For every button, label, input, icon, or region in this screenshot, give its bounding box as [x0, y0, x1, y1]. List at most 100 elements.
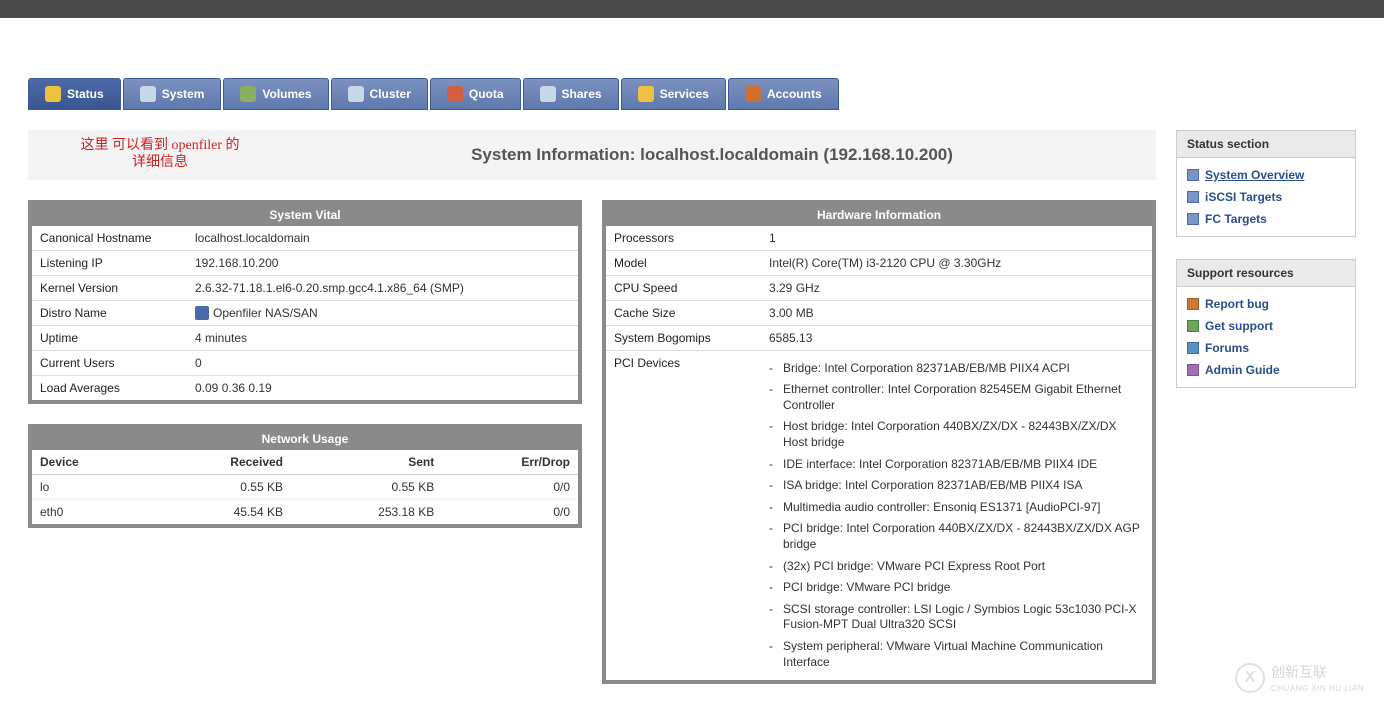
- pci-item: System peripheral: VMware Virtual Machin…: [769, 636, 1144, 673]
- col-header: Device: [32, 450, 147, 475]
- sidebar-link[interactable]: Get support: [1205, 319, 1273, 333]
- tab-cluster[interactable]: Cluster: [331, 78, 428, 110]
- pci-item: Multimedia audio controller: Ensoniq ES1…: [769, 497, 1144, 519]
- cell: 0.55 KB: [291, 475, 442, 500]
- kv-key: CPU Speed: [606, 275, 761, 300]
- watermark-brand: 创新互联: [1271, 662, 1364, 682]
- tab-label: System: [162, 87, 205, 101]
- table-row: Processors1: [606, 226, 1152, 251]
- nav-tabs: Status System Volumes Cluster Quota Shares Ser…: [28, 78, 1356, 110]
- kv-value: 3.00 MB: [761, 300, 1152, 325]
- system-icon: [140, 86, 156, 102]
- tab-quota[interactable]: Quota: [430, 78, 521, 110]
- annotation-line1: 这里 可以看到 openfiler 的: [40, 138, 280, 155]
- kv-value: 3.29 GHz: [761, 275, 1152, 300]
- bullet-icon: [1187, 320, 1199, 332]
- tab-services[interactable]: Services: [621, 78, 726, 110]
- tab-system[interactable]: System: [123, 78, 222, 110]
- sidebar-link[interactable]: FC Targets: [1205, 212, 1267, 226]
- kv-key: Listening IP: [32, 250, 187, 275]
- kv-value: 1: [761, 226, 1152, 251]
- kv-key: System Bogomips: [606, 325, 761, 350]
- table-row: Kernel Version2.6.32-71.18.1.el6-0.20.sm…: [32, 275, 578, 300]
- sidebar-link[interactable]: System Overview: [1205, 168, 1304, 182]
- page-title: System Information: localhost.localdomai…: [280, 145, 1144, 165]
- tab-label: Quota: [469, 87, 504, 101]
- distro-icon: [195, 306, 209, 320]
- hardware-info-panel: Hardware Information Processors1ModelInt…: [602, 200, 1156, 685]
- support-resources-box: Support resources Report bug Get support F…: [1176, 259, 1356, 388]
- table-row: Cache Size3.00 MB: [606, 300, 1152, 325]
- tab-status[interactable]: Status: [28, 78, 121, 110]
- pci-item: ISA bridge: Intel Corporation 82371AB/EB…: [769, 475, 1144, 497]
- tab-shares[interactable]: Shares: [523, 78, 619, 110]
- network-usage-table: DeviceReceivedSentErr/Droplo0.55 KB0.55 …: [32, 450, 578, 524]
- sidebar-item[interactable]: iSCSI Targets: [1185, 186, 1347, 208]
- table-row: Load Averages0.09 0.36 0.19: [32, 376, 578, 401]
- sidebar-item[interactable]: Get support: [1185, 315, 1347, 337]
- cell: 253.18 KB: [291, 500, 442, 525]
- network-usage-header: Network Usage: [32, 428, 578, 450]
- table-row: eth045.54 KB253.18 KB0/0: [32, 500, 578, 525]
- tab-label: Services: [660, 87, 709, 101]
- tab-label: Accounts: [767, 87, 822, 101]
- pci-item: SCSI storage controller: LSI Logic / Sym…: [769, 599, 1144, 636]
- cell: eth0: [32, 500, 147, 525]
- bullet-icon: [1187, 213, 1199, 225]
- table-row: Listening IP192.168.10.200: [32, 250, 578, 275]
- kv-value: 4 minutes: [187, 326, 578, 351]
- table-row: System Bogomips6585.13: [606, 325, 1152, 350]
- cell: 0/0: [442, 475, 578, 500]
- system-vital-panel: System Vital Canonical Hostnamelocalhost…: [28, 200, 582, 405]
- system-vital-header: System Vital: [32, 204, 578, 226]
- kv-key: Kernel Version: [32, 275, 187, 300]
- sidebar-link[interactable]: Admin Guide: [1205, 363, 1280, 377]
- col-header: Sent: [291, 450, 442, 475]
- cluster-icon: [348, 86, 364, 102]
- pci-item: Bridge: Intel Corporation 82371AB/EB/MB …: [769, 358, 1144, 380]
- kv-value: 0.09 0.36 0.19: [187, 376, 578, 401]
- volumes-icon: [240, 86, 256, 102]
- support-resources-header: Support resources: [1177, 260, 1355, 287]
- watermark-sub: CHUANG XIN HU LIAN: [1271, 684, 1364, 693]
- sidebar-item[interactable]: Report bug: [1185, 293, 1347, 315]
- tab-accounts[interactable]: Accounts: [728, 78, 839, 110]
- table-row: PCI DevicesBridge: Intel Corporation 823…: [606, 350, 1152, 680]
- watermark: X 创新互联 CHUANG XIN HU LIAN: [1235, 662, 1364, 694]
- cell: 0/0: [442, 500, 578, 525]
- table-row: Current Users0: [32, 351, 578, 376]
- kv-value: 0: [187, 351, 578, 376]
- pci-list: Bridge: Intel Corporation 82371AB/EB/MB …: [769, 358, 1144, 674]
- col-header: Err/Drop: [442, 450, 578, 475]
- table-row: Distro NameOpenfiler NAS/SAN: [32, 300, 578, 326]
- sidebar-item[interactable]: FC Targets: [1185, 208, 1347, 230]
- network-usage-panel: Network Usage DeviceReceivedSentErr/Drop…: [28, 424, 582, 528]
- kv-key: Load Averages: [32, 376, 187, 401]
- sidebar-item[interactable]: Admin Guide: [1185, 359, 1347, 381]
- tab-volumes[interactable]: Volumes: [223, 78, 328, 110]
- tab-label: Volumes: [262, 87, 311, 101]
- sidebar-item[interactable]: Forums: [1185, 337, 1347, 359]
- hardware-info-header: Hardware Information: [606, 204, 1152, 226]
- kv-value: localhost.localdomain: [187, 226, 578, 251]
- sidebar-link[interactable]: Report bug: [1205, 297, 1269, 311]
- watermark-icon: X: [1235, 663, 1265, 693]
- pci-item: IDE interface: Intel Corporation 82371AB…: [769, 454, 1144, 476]
- sidebar-item[interactable]: System Overview: [1185, 164, 1347, 186]
- services-icon: [638, 86, 654, 102]
- app-topbar: [0, 0, 1384, 18]
- sidebar-link[interactable]: iSCSI Targets: [1205, 190, 1282, 204]
- table-row: CPU Speed3.29 GHz: [606, 275, 1152, 300]
- shares-icon: [540, 86, 556, 102]
- status-section-list: System Overview iSCSI Targets FC Targets: [1177, 158, 1355, 236]
- table-row: Uptime4 minutes: [32, 326, 578, 351]
- kv-value: 192.168.10.200: [187, 250, 578, 275]
- kv-value: Openfiler NAS/SAN: [187, 300, 578, 326]
- sidebar-link[interactable]: Forums: [1205, 341, 1249, 355]
- status-icon: [45, 86, 61, 102]
- status-section-header: Status section: [1177, 131, 1355, 158]
- tab-label: Shares: [562, 87, 602, 101]
- cell: 0.55 KB: [147, 475, 291, 500]
- kv-value: 2.6.32-71.18.1.el6-0.20.smp.gcc4.1.x86_6…: [187, 275, 578, 300]
- cell: 45.54 KB: [147, 500, 291, 525]
